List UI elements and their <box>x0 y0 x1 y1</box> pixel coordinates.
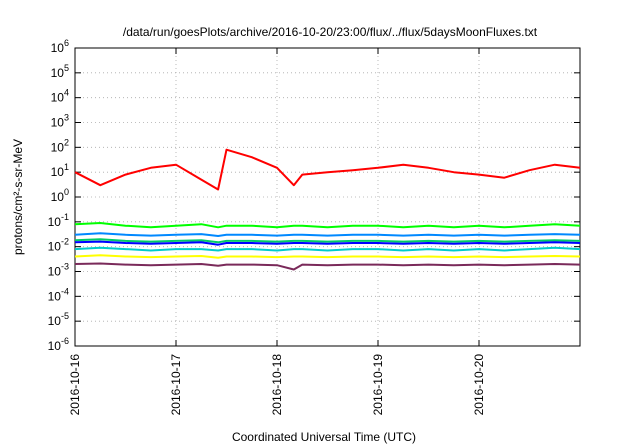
y-tick-label: 100 <box>51 187 69 204</box>
x-tick-label: 2016-10-20 <box>472 354 486 416</box>
series-line-8 <box>74 262 581 271</box>
x-axis: 2016-10-16 2016-10-17 2016-10-18 2016-10-19… <box>68 48 486 415</box>
series-line-7 <box>74 254 581 259</box>
series-lines <box>74 148 581 271</box>
grid-lines <box>75 48 580 346</box>
y-tick-label: 102 <box>51 137 69 154</box>
x-tick-label: 2016-10-17 <box>169 354 183 416</box>
series-line-1 <box>74 148 581 191</box>
x-axis-label: Coordinated Universal Time (UTC) <box>232 430 416 444</box>
series-line-2 <box>74 222 581 229</box>
chart-title: /data/run/goesPlots/archive/2016-10-20/2… <box>123 25 538 39</box>
y-tick-label: 10-5 <box>48 311 69 328</box>
y-tick-label: 106 <box>51 38 69 55</box>
y-tick-label: 103 <box>51 113 69 130</box>
series-line-6 <box>74 246 581 252</box>
y-tick-label: 101 <box>51 162 69 179</box>
y-tick-label: 10-1 <box>48 212 69 229</box>
y-tick-label: 10-4 <box>48 286 69 303</box>
x-tick-label: 2016-10-16 <box>68 354 82 416</box>
series-line-3 <box>74 232 581 237</box>
y-tick-label: 10-3 <box>48 262 69 279</box>
y-tick-label: 104 <box>51 88 69 105</box>
x-tick-label: 2016-10-18 <box>270 354 284 416</box>
series-line-4 <box>74 238 581 244</box>
x-tick-label: 2016-10-19 <box>371 354 385 416</box>
series-line-5 <box>74 240 581 246</box>
y-axis-label: protons/cm²-s-sr-MeV <box>11 139 25 255</box>
y-tick-label: 10-2 <box>48 237 69 254</box>
y-tick-label: 10-6 <box>48 336 69 353</box>
y-axis: 10-6 10-5 10-4 10-3 10-2 10-1 100 101 102 103 104 1… <box>48 38 580 353</box>
y-tick-label: 105 <box>51 63 69 80</box>
